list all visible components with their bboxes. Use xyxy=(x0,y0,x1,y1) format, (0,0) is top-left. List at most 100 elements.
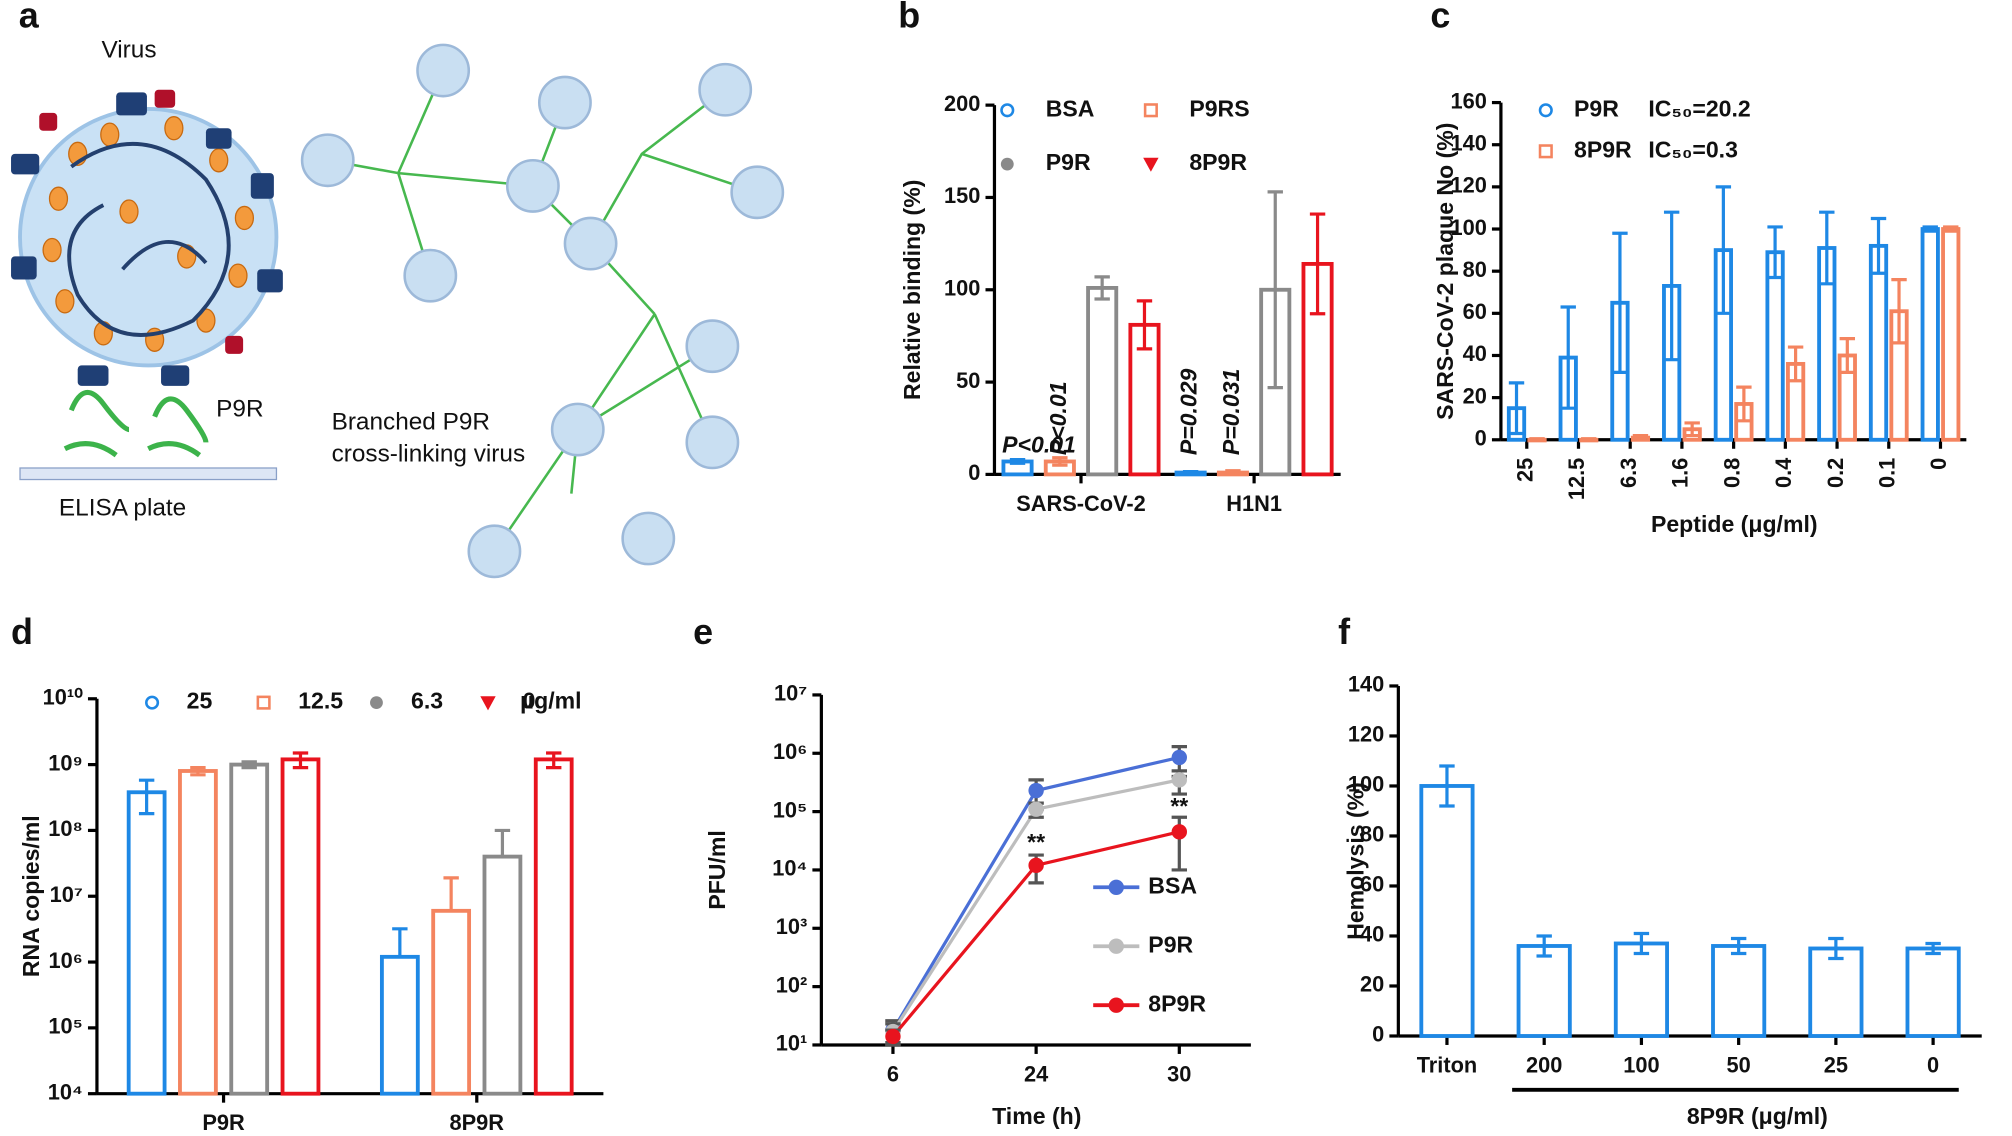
error-bar xyxy=(1819,210,1835,286)
legend-marker xyxy=(1000,103,1015,118)
bar xyxy=(1905,946,1961,1038)
legend-label: 6.3 xyxy=(411,688,443,714)
legend-item: 8P9R xyxy=(1143,149,1247,175)
error-bar xyxy=(1925,941,1941,956)
x-tick-label: 6 xyxy=(887,1061,899,1086)
error-bar xyxy=(138,778,155,816)
bar xyxy=(482,854,523,1096)
y-tick-label: 120 xyxy=(1450,173,1486,198)
error-bar xyxy=(1094,275,1110,301)
y-tick-label: 10³ xyxy=(776,914,807,939)
legend-item: 8P9R IC₅₀=0.3 xyxy=(1538,136,1738,162)
error-bar xyxy=(1730,936,1747,956)
error-bar xyxy=(392,927,408,957)
legend-label: P9R xyxy=(1148,931,1193,957)
bar xyxy=(1613,941,1669,1038)
legend-label: BSA xyxy=(1046,95,1095,121)
x-tick-label: 0 xyxy=(1927,1053,1939,1078)
legend-marker xyxy=(1538,144,1553,159)
error-bar xyxy=(1715,185,1732,315)
error-bar xyxy=(1736,385,1752,423)
error-bar xyxy=(1309,212,1326,316)
legend-item: 6.3 xyxy=(370,688,443,714)
point xyxy=(1028,782,1044,799)
legend-marker xyxy=(1143,157,1159,172)
legend-marker xyxy=(1108,879,1124,895)
legend-label: 12.5 xyxy=(298,688,343,714)
panel-letter: b xyxy=(898,0,920,35)
error-bar xyxy=(1439,764,1455,808)
y-tick-label: 140 xyxy=(1450,130,1486,155)
annotation: P<0.01 xyxy=(1002,431,1076,457)
legend-item: P9R IC₅₀=20.2 xyxy=(1538,95,1751,121)
error-bar xyxy=(443,876,459,911)
x-tick-label: 0.4 xyxy=(1771,458,1796,488)
panel-letter: c xyxy=(1430,0,1450,35)
legend-marker xyxy=(145,695,160,710)
x-tick-label: SARS-CoV-2 xyxy=(1016,491,1146,516)
bar xyxy=(229,762,270,1096)
point xyxy=(1171,824,1187,840)
y-tick-label: 50 xyxy=(956,368,980,393)
x-tick-label: 100 xyxy=(1623,1053,1659,1078)
legend-marker xyxy=(256,695,271,710)
annotation: ** xyxy=(1027,829,1045,855)
y-tick-label: 10⁶ xyxy=(49,948,83,973)
y-tick-label: 10⁷ xyxy=(774,681,807,706)
panel-letter: f xyxy=(1338,612,1351,652)
legend-marker xyxy=(1143,103,1158,118)
legend-marker xyxy=(1108,938,1124,954)
legend-item: 25 xyxy=(145,688,213,714)
x-tick-label: 12.5 xyxy=(1564,458,1589,500)
y-axis-label: SARS-CoV-2 plaque No (%) xyxy=(1432,123,1458,420)
legend-label: 0 xyxy=(523,688,536,714)
annotation: P=0.029 xyxy=(1176,368,1202,455)
x-tick-label: 0 xyxy=(1926,458,1951,470)
error-bar xyxy=(1633,931,1650,956)
error-bar xyxy=(1787,345,1804,383)
x-tick-label: 50 xyxy=(1727,1053,1751,1078)
spikes xyxy=(11,92,283,386)
x-tick-label: Triton xyxy=(1417,1053,1478,1078)
legend-label: P9R xyxy=(1046,149,1091,175)
error-bar xyxy=(494,828,511,857)
y-axis-label: Hemolysis (%) xyxy=(1342,782,1368,940)
point xyxy=(1028,857,1044,874)
error-bar xyxy=(292,751,309,770)
y-tick-label: 10⁵ xyxy=(48,1014,82,1039)
plate-label: ELISA plate xyxy=(59,494,186,521)
error-bar xyxy=(1632,433,1649,440)
legend-item: P9R xyxy=(1000,149,1091,175)
y-tick-label: 40 xyxy=(1360,922,1384,947)
legend-label: P9RS xyxy=(1189,95,1249,121)
y-tick-label: 10⁵ xyxy=(773,797,807,822)
y-tick-label: 10⁷ xyxy=(50,882,83,907)
panel: b 0 50 100 150 200 Relative binding (%) SARS-Co… xyxy=(898,0,1341,516)
error-bar xyxy=(1891,278,1907,345)
point xyxy=(1171,772,1187,788)
panel: f 0 20 40 60 80 100 120 140 Hemolysis (%) 8P9R (μg… xyxy=(1338,612,1982,1129)
legend-label: P9R xyxy=(1574,95,1619,121)
error-bar xyxy=(1922,225,1938,233)
annotation: P=0.031 xyxy=(1218,369,1244,456)
y-tick-label: 10¹⁰ xyxy=(43,685,83,710)
panel: d 10⁴ 10⁵ 10⁶ 10⁷ 10⁸ 10⁹ 10¹⁰ RNA copies/ml P9R 8… xyxy=(11,612,604,1135)
y-tick-label: 20 xyxy=(1463,383,1487,408)
x-tick-label: 200 xyxy=(1526,1053,1562,1078)
y-tick-label: 40 xyxy=(1463,341,1487,366)
y-tick-label: 10⁴ xyxy=(772,856,807,881)
small-viruses xyxy=(300,43,785,579)
bar xyxy=(1920,227,1940,442)
branched-label: Branched P9R xyxy=(332,409,490,436)
y-tick-label: 60 xyxy=(1360,872,1384,897)
error-bar xyxy=(1136,299,1153,351)
y-tick-label: 150 xyxy=(944,183,980,208)
x-tick-label: 8P9R xyxy=(450,1110,505,1135)
x-tick-label: 6.3 xyxy=(1616,458,1641,488)
error-bar xyxy=(1267,190,1283,390)
error-bar xyxy=(190,766,206,777)
y-tick-label: 80 xyxy=(1463,257,1487,282)
bar xyxy=(431,908,472,1096)
panel-letter: d xyxy=(11,612,33,652)
